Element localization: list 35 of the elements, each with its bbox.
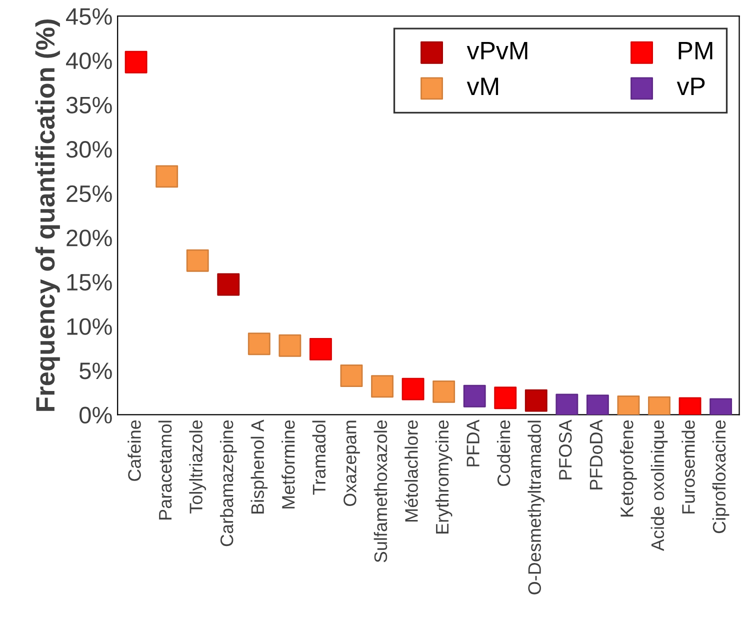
x-tick-label: Acide oxolinique <box>650 420 668 552</box>
y-axis-title: Frequency of quantification (%) <box>35 20 60 411</box>
x-tick-label: Bisphenol A <box>250 420 268 514</box>
y-tick-label: 5% <box>80 362 112 380</box>
x-tick-label: Metformine <box>282 420 295 508</box>
x-tick-label: PFDA <box>466 420 480 466</box>
x-tick-label: Paracetamol <box>158 420 172 520</box>
x-tick-label: Ciprofloxacine <box>712 420 730 534</box>
legend-label: vPvM <box>466 42 528 60</box>
x-tick-label: PFOSA <box>558 420 572 480</box>
x-tick-label: Sulfamethoxazole <box>374 420 388 562</box>
x-tick-label: Ketoprofene <box>620 420 637 516</box>
y-tick-label: 10% <box>67 318 112 335</box>
y-tick-label: 0% <box>80 406 112 424</box>
x-tick-label: Furosemide <box>682 420 695 514</box>
x-tick-label: Tolyltriazole <box>189 420 206 514</box>
y-tick-label: 45% <box>66 8 112 25</box>
y-tick-label: 35% <box>66 96 112 114</box>
y-tick-label: 15% <box>67 274 112 291</box>
legend-label: vM <box>466 78 498 95</box>
x-tick-label: PFDoDA <box>590 420 603 490</box>
y-tick-label: 40% <box>66 52 112 70</box>
x-tick-label: Carbamazepine <box>220 420 237 546</box>
y-tick-label: 30% <box>66 141 112 158</box>
legend-label: vP <box>676 78 705 95</box>
y-tick-label: 20% <box>66 230 112 246</box>
legend-label: PM <box>678 42 712 60</box>
x-tick-label: Codeine <box>496 420 510 486</box>
x-tick-label: Oxazepam <box>344 420 360 506</box>
x-tick-label: Cafeine <box>128 420 141 481</box>
x-tick-label: Erythromycine <box>435 420 452 534</box>
x-tick-label: Tramadol <box>312 420 326 495</box>
x-tick-label: O-Desmethyltramadol <box>528 420 545 594</box>
x-tick-label: Métolachlore <box>404 420 418 522</box>
y-tick-label: 25% <box>66 185 112 202</box>
